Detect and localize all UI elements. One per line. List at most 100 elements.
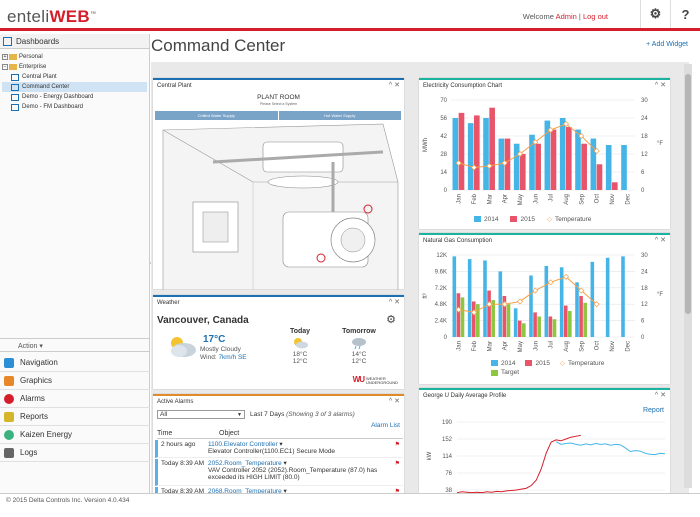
- tab-hot-water[interactable]: Hot Water Supply: [279, 111, 402, 120]
- settings-gear-icon[interactable]: ⚙: [640, 0, 670, 28]
- alarm-filter-select[interactable]: All ▼: [157, 410, 245, 419]
- x-tick-label: Apr: [503, 341, 509, 350]
- report-link[interactable]: Report: [642, 407, 664, 414]
- action-menu[interactable]: Action ▾: [0, 338, 150, 352]
- bar-2014: [590, 261, 595, 337]
- legend-temperature[interactable]: ◇ Temperature: [546, 215, 592, 224]
- partly-cloudy-icon: [171, 337, 196, 357]
- widget-controls[interactable]: ^ ✕: [654, 392, 666, 399]
- tab-chilled-water[interactable]: Chilled Water Supply: [155, 111, 279, 120]
- temperature-line: [458, 276, 597, 313]
- app-logo[interactable]: enteliWEB™: [7, 7, 97, 26]
- hotspot-marker-2[interactable]: [316, 253, 326, 263]
- x-tick-label: Jan: [457, 341, 463, 351]
- y-tick-label: 42: [440, 134, 447, 140]
- y2-tick-label: 18: [641, 286, 648, 292]
- x-tick-label: Jun: [533, 341, 539, 351]
- bar-2015: [579, 296, 583, 337]
- nav-logs[interactable]: Logs: [0, 444, 150, 462]
- widget-controls[interactable]: ^ ✕: [654, 237, 666, 244]
- legend-2014[interactable]: 2014: [474, 215, 498, 223]
- widget-controls[interactable]: ^ ✕: [388, 299, 400, 306]
- legend-temperature[interactable]: ◇ Temperature: [559, 359, 605, 368]
- tree-node-command-center[interactable]: Command Center: [2, 82, 147, 92]
- add-widget-button[interactable]: + Add Widget: [646, 41, 688, 48]
- alarm-table-header: Time Object: [157, 430, 403, 439]
- kaizen-icon: [4, 429, 14, 440]
- bar-2014: [544, 265, 549, 337]
- widget-weather: Weather ^ ✕ Vancouver, Canada ⚙ 17°C Mos…: [153, 295, 404, 389]
- hotspot-marker-1[interactable]: [363, 204, 373, 214]
- weather-settings-gear-icon[interactable]: ⚙: [386, 314, 396, 326]
- y2-tick-label: 18: [641, 134, 648, 140]
- expander-icon[interactable]: −: [2, 64, 8, 70]
- bar-target: [522, 323, 526, 337]
- expander-icon[interactable]: +: [2, 54, 8, 60]
- x-tick-label: Jan: [457, 194, 463, 204]
- alarm-flag-icon[interactable]: ⚑: [394, 442, 400, 448]
- nav-navigation[interactable]: Navigation: [0, 354, 150, 372]
- temperature-point: [486, 301, 493, 308]
- legend-2015[interactable]: 2015: [510, 215, 535, 223]
- scrollbar-thumb[interactable]: [685, 74, 691, 314]
- widget-gas-chart: Natural Gas Consumption ^ ✕ 0 2.4K 4.8K 7.2…: [419, 233, 670, 384]
- tree-node-central-plant[interactable]: Central Plant: [2, 72, 147, 82]
- bar-target: [476, 304, 480, 337]
- alarm-object-link[interactable]: 2052.Room_Temperature: [208, 460, 282, 467]
- bar-2014: [452, 256, 457, 337]
- reports-icon: [4, 411, 14, 422]
- bar-2015: [502, 296, 507, 337]
- alarm-flag-icon[interactable]: ⚑: [394, 489, 400, 495]
- tree-node-energy-dashboard[interactable]: Demo - Energy Dashboard: [2, 92, 147, 102]
- y-tick-label: 2.4K: [435, 319, 447, 325]
- nav-kaizen-energy[interactable]: Kaizen Energy: [0, 426, 150, 444]
- daily-profile-chart: 38 76 114 152 190 kW: [427, 420, 666, 494]
- current-temperature: 17°C: [203, 334, 226, 345]
- legend-target[interactable]: Target: [491, 369, 519, 376]
- nav-alarms[interactable]: Alarms: [0, 390, 150, 408]
- tree-node-fm-dashboard[interactable]: Demo - FM Dashboard: [2, 102, 147, 112]
- y2-tick-label: 30: [641, 98, 648, 104]
- bar-2015: [550, 129, 557, 190]
- legend-2014[interactable]: 2014: [491, 359, 515, 367]
- widget-title: Active Alarms: [157, 399, 194, 405]
- y2-axis-label: °F: [657, 141, 663, 147]
- y-tick-label: 9.6K: [435, 269, 447, 275]
- widget-active-alarms: Active Alarms ^ ✕ All ▼ Last 7 Days (Show…: [153, 394, 404, 495]
- alarm-list-link[interactable]: Alarm List: [371, 422, 400, 429]
- legend-2015[interactable]: 2015: [525, 359, 550, 367]
- logout-link[interactable]: Log out: [582, 12, 608, 21]
- widget-controls[interactable]: ^ ✕: [388, 82, 400, 89]
- widget-controls[interactable]: ^ ✕: [654, 82, 666, 89]
- y-tick-label: 14: [440, 170, 447, 176]
- x-tick-label: Jul: [549, 194, 555, 202]
- y-tick-label: 76: [445, 471, 452, 477]
- alarm-flag-icon[interactable]: ⚑: [394, 461, 400, 467]
- bar-2014: [605, 257, 610, 337]
- widget-title: Central Plant: [157, 83, 192, 89]
- y-tick-label: 12K: [436, 253, 447, 259]
- alarm-object-link[interactable]: 2068.Room_Temperature: [208, 488, 282, 495]
- alarm-row[interactable]: Today 8:39 AM 2068.Room_Temperature ▾ ⚑: [155, 487, 403, 495]
- weather-description: Mostly Cloudy Wind: 7km/h SE: [200, 346, 247, 361]
- user-link[interactable]: Admin: [555, 12, 577, 21]
- temperature-point: [578, 287, 585, 294]
- tree-node-personal[interactable]: + Personal: [2, 54, 43, 60]
- alarm-object-link[interactable]: 1100.Elevator Controller: [208, 441, 278, 448]
- sidebar-header-dashboards[interactable]: Dashboards: [0, 34, 149, 49]
- bar-2014: [559, 118, 566, 190]
- bar-2015: [581, 143, 587, 190]
- x-tick-label: Sep: [579, 193, 585, 204]
- sidebar: Dashboards + Personal − Enterprise Central…: [0, 34, 150, 493]
- nav-reports[interactable]: Reports: [0, 408, 150, 426]
- bar-2015: [456, 293, 461, 337]
- alarm-row[interactable]: Today 8:39 AM 2052.Room_Temperature ▾ VAV …: [155, 459, 403, 486]
- help-icon[interactable]: ?: [670, 0, 700, 28]
- nav-graphics[interactable]: Graphics: [0, 372, 150, 390]
- tree-node-enterprise[interactable]: − Enterprise: [2, 64, 47, 70]
- alarm-row[interactable]: 2 hours ago 1100.Elevator Controller ▾ Ele…: [155, 440, 403, 458]
- temperature-point: [593, 147, 600, 155]
- widget-controls[interactable]: ^ ✕: [388, 398, 400, 405]
- scrollbar[interactable]: [684, 64, 692, 488]
- forecast-tomorrow: Tomorrow 14°C 12°C: [342, 328, 376, 365]
